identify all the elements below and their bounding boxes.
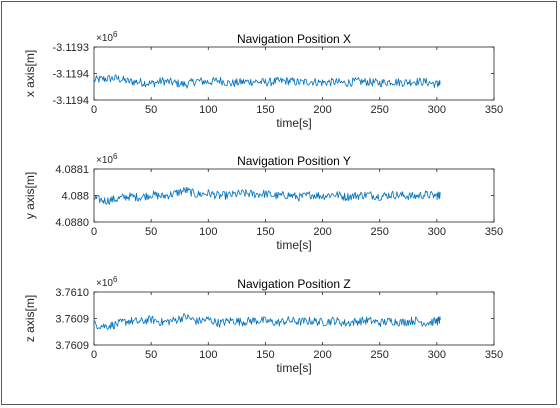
x-tick-label: 100	[199, 226, 217, 238]
y-axis-label: y axis[m]	[23, 172, 37, 219]
y-tick-label: 4.0880	[55, 217, 89, 229]
x-tick-label: 100	[199, 349, 217, 361]
x-tick-label: 100	[199, 104, 217, 116]
x-tick-label: 350	[485, 349, 503, 361]
x-tick-label: 50	[145, 104, 157, 116]
x-tick-label: 150	[256, 104, 274, 116]
x-tick-label: 50	[145, 349, 157, 361]
x-tick-label: 150	[256, 226, 274, 238]
chart-title: Navigation Position X	[237, 32, 351, 46]
axis-multiplier: ×106	[96, 30, 118, 44]
x-tick-label: 0	[91, 349, 97, 361]
x-axis-label: time[s]	[276, 116, 311, 130]
x-tick-label: 200	[313, 104, 331, 116]
x-tick-label: 300	[428, 349, 446, 361]
x-axis-label: time[s]	[276, 238, 311, 252]
x-tick-label: 200	[313, 226, 331, 238]
x-tick-label: 0	[91, 104, 97, 116]
x-tick-label: 300	[428, 104, 446, 116]
y-axis-label: z axis[m]	[23, 295, 37, 342]
subplot-3: Navigation Position Z 0 50 100 150 200 250 300 3…	[23, 275, 503, 375]
axes-box	[93, 46, 495, 101]
chart-title: Navigation Position Z	[237, 277, 350, 291]
subplot-2: Navigation Position Y 0 50 100 150 200 250 300 3…	[23, 152, 503, 252]
x-tick-label: 350	[485, 226, 503, 238]
x-tick-label: 250	[371, 349, 389, 361]
subplot-1: Navigation Position X 0 50 100 150 200 250 300 3…	[23, 30, 503, 130]
y-tick-label: 3.7609	[55, 340, 89, 352]
x-tick-label: 250	[371, 104, 389, 116]
y-tick-label: 4.088	[61, 191, 89, 203]
x-tick-label: 50	[145, 226, 157, 238]
x-axis-label: time[s]	[276, 361, 311, 375]
series-line	[93, 313, 441, 330]
y-tick-label: -3.1193	[53, 42, 90, 54]
y-tick-label: 3.7610	[55, 287, 89, 299]
axis-multiplier: ×106	[96, 275, 118, 289]
x-tick-label: 350	[485, 104, 503, 116]
y-tick-label: -3.1194	[53, 69, 90, 81]
chart-title: Navigation Position Y	[237, 154, 351, 168]
x-tick-label: 200	[313, 349, 331, 361]
y-tick-label: -3.1194	[53, 95, 90, 107]
axis-multiplier: ×106	[96, 152, 118, 166]
y-axis-label: x axis[m]	[23, 50, 37, 97]
x-tick-label: 300	[428, 226, 446, 238]
series-line	[93, 187, 441, 205]
y-tick-label: 3.7609	[55, 314, 89, 326]
series-line	[93, 74, 441, 89]
x-tick-label: 0	[91, 226, 97, 238]
x-tick-label: 250	[371, 226, 389, 238]
x-tick-label: 150	[256, 349, 274, 361]
y-tick-label: 4.0881	[55, 164, 89, 176]
